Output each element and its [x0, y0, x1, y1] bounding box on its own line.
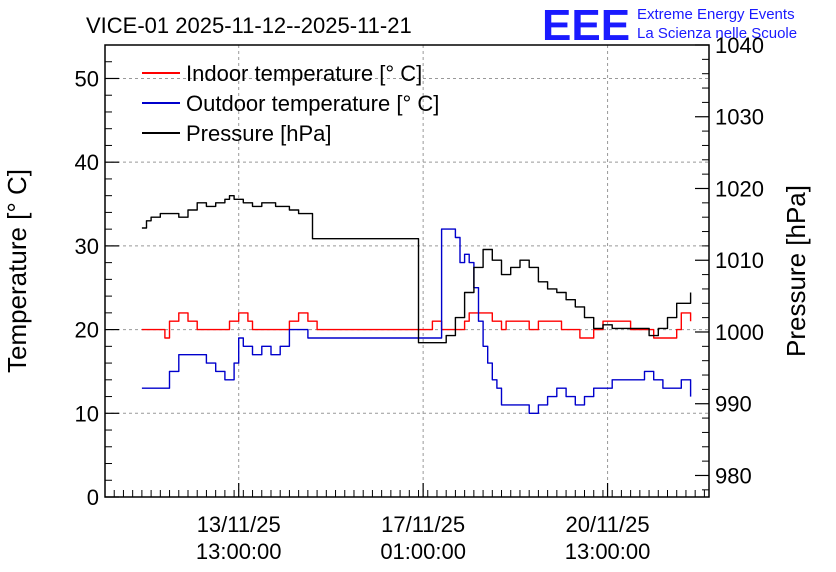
- right-tick-label: 1030: [715, 105, 764, 130]
- left-axis-title: Temperature [° C]: [2, 169, 32, 373]
- x-axis: 13/11/2513:00:0017/11/2501:00:0020/11/25…: [113, 483, 705, 564]
- logo-line-1: Extreme Energy Events: [637, 6, 795, 23]
- right-tick-label: 980: [715, 463, 752, 488]
- logo-line-2: La Scienza nelle Scuole: [637, 25, 797, 42]
- series-line-0: [141, 312, 692, 339]
- series-line-1: [141, 228, 692, 414]
- left-tick-label: 10: [75, 401, 99, 426]
- x-tick-label-time: 13:00:00: [196, 539, 282, 564]
- right-axis: 980 990 1000 1010 1020 1030 1040: [695, 33, 764, 491]
- left-tick-label: 0: [87, 485, 99, 510]
- right-tick-label: 990: [715, 392, 752, 417]
- right-tick-label: 1000: [715, 320, 764, 345]
- right-tick-label: 1010: [715, 248, 764, 273]
- legend-label: Outdoor temperature [° C]: [186, 91, 439, 116]
- x-tick-label-time: 01:00:00: [380, 539, 466, 564]
- right-tick-label: 1020: [715, 176, 764, 201]
- left-tick-label: 30: [75, 234, 99, 259]
- logo-mark: EEE: [542, 1, 630, 50]
- left-tick-label: 20: [75, 318, 99, 343]
- left-axis: 0 10 20 30 40 50: [75, 61, 119, 510]
- legend: Indoor temperature [° C] Outdoor temperat…: [142, 61, 439, 146]
- series-line-2: [141, 195, 692, 344]
- right-tick-label: 1040: [715, 33, 764, 58]
- x-tick-label-time: 13:00:00: [565, 539, 651, 564]
- chart-title: VICE-01 2025-11-12--2025-11-21: [86, 13, 412, 38]
- series-layer: [141, 195, 692, 414]
- left-tick-label: 40: [75, 150, 99, 175]
- x-tick-label-date: 20/11/25: [566, 512, 650, 537]
- x-tick-label-date: 13/11/25: [197, 512, 281, 537]
- right-axis-title: Pressure [hPa]: [781, 185, 811, 357]
- left-tick-label: 50: [75, 66, 99, 91]
- plot-frame: [104, 44, 710, 498]
- x-tick-label-date: 17/11/25: [381, 512, 465, 537]
- eee-logo: EEE Extreme Energy Events La Scienza nel…: [542, 1, 797, 50]
- legend-label: Indoor temperature [° C]: [186, 61, 422, 86]
- legend-label: Pressure [hPa]: [186, 121, 332, 146]
